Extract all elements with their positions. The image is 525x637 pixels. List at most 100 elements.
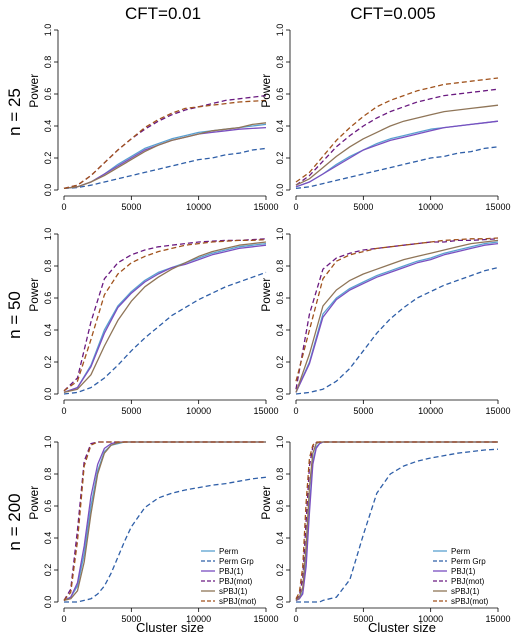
- series-line-pbj-1: [295, 242, 499, 393]
- y-tick-label: 0.4: [43, 324, 53, 337]
- y-tick-label: 0.8: [43, 260, 53, 273]
- series-line-pbj-mot: [63, 238, 267, 392]
- series-line-perm-grp: [295, 146, 499, 190]
- y-tick-label: 0.2: [275, 356, 285, 369]
- x-tick-label: 10000: [186, 614, 211, 624]
- y-tick-label: 0.0: [275, 184, 285, 197]
- x-tick-label: 0: [293, 614, 298, 624]
- series-line-pbj-mot: [295, 238, 499, 390]
- x-axis-title: Cluster size: [368, 620, 436, 635]
- series-line-spbj-1: [295, 104, 499, 186]
- series-line-pbj-mot: [63, 94, 267, 190]
- x-tick-label: 15000: [253, 202, 278, 212]
- y-tick-label: 1.0: [275, 436, 285, 449]
- legend-label-perm: Perm: [451, 547, 470, 556]
- x-tick-label: 15000: [485, 614, 510, 624]
- series-line-pbj-1: [295, 120, 499, 188]
- x-tick-label: 0: [61, 614, 66, 624]
- x-tick-label: 10000: [418, 406, 443, 416]
- panels: 0.00.20.40.60.81.00 5000 10000 15000Power0.…: [27, 24, 511, 635]
- series-line-perm: [63, 123, 267, 190]
- x-tick-label: 10000: [418, 614, 443, 624]
- legend-label-spbj-mot: sPBJ(mot): [219, 597, 257, 606]
- series-line-spbj-mot: [63, 99, 267, 190]
- x-tick-label: 0: [293, 406, 298, 416]
- series-line-pbj-1: [63, 244, 267, 394]
- legend-label-spbj-mot: sPBJ(mot): [451, 597, 489, 606]
- y-tick-label: 0.4: [275, 324, 285, 337]
- y-tick-label: 0.4: [43, 120, 53, 133]
- y-tick-label: 0.6: [43, 292, 53, 305]
- x-tick-label: 10000: [186, 406, 211, 416]
- x-tick-label: 15000: [485, 202, 510, 212]
- legend-label-pbj-1: PBJ(1): [219, 567, 244, 576]
- legend-label-spbj-1: sPBJ(1): [451, 587, 480, 596]
- x-tick-label: 5000: [121, 202, 141, 212]
- panel-3-1: 0.0 0.2 0.4 0.6 0.8 1.0 0 5000 10000 15000 Power Cl…: [27, 436, 279, 635]
- y-tick-label: 0.2: [275, 564, 285, 577]
- y-axis-title: Power: [27, 74, 41, 108]
- x-tick-label: 5000: [121, 406, 141, 416]
- legend-label-pbj-mot: PBJ(mot): [219, 577, 253, 586]
- legend-label-pbj-mot: PBJ(mot): [451, 577, 485, 586]
- y-tick-label: 0.0: [43, 596, 53, 609]
- x-axis-title: Cluster size: [136, 620, 204, 635]
- series-line-perm: [295, 241, 499, 393]
- y-tick-label: 0.6: [43, 88, 53, 101]
- series-line-spbj-1: [295, 239, 499, 393]
- series-line-spbj-mot: [295, 237, 499, 382]
- y-tick-label: 0.6: [275, 88, 285, 101]
- x-tick-label: 5000: [353, 406, 373, 416]
- y-tick-label: 0.8: [43, 56, 53, 69]
- y-tick-label: 0.2: [275, 152, 285, 165]
- y-tick-label: 0.8: [43, 468, 53, 481]
- series-line-perm: [295, 120, 499, 188]
- y-tick-label: 1.0: [43, 24, 53, 37]
- y-tick-label: 1.0: [43, 436, 53, 449]
- panel-1-1: 0.0 0.2 0.4 0.6 0.8 1.0 0 5000 10000 15000 Power: [27, 24, 279, 212]
- series-line-perm-grp: [295, 266, 499, 395]
- x-tick-label: 5000: [353, 614, 373, 624]
- y-tick-label: 0.8: [275, 260, 285, 273]
- y-tick-label: 0.6: [275, 292, 285, 305]
- y-tick-label: 0.4: [275, 532, 285, 545]
- y-axis-title: Power: [259, 74, 273, 108]
- panel-1-2: 0.0 0.2 0.4 0.6 0.8 1.0 0 5000 10000 15000 Power: [259, 24, 511, 212]
- column-title-cft-001: CFT=0.01: [125, 4, 201, 23]
- y-tick-label: 0.4: [275, 120, 285, 133]
- legend-label-spbj-1: sPBJ(1): [219, 587, 248, 596]
- legend-label-perm-grp: Perm Grp: [219, 557, 254, 566]
- panel-2-2: 0.0 0.2 0.4 0.6 0.8 1.0 0 5000 10000 15000 Power: [259, 228, 511, 416]
- y-tick-label: 1.0: [43, 228, 53, 241]
- series-line-spbj-1: [63, 122, 267, 190]
- x-tick-label: 15000: [253, 614, 278, 624]
- y-axis-title: Power: [27, 486, 41, 520]
- series-line-perm-grp: [63, 271, 267, 395]
- x-tick-label: 10000: [418, 202, 443, 212]
- y-tick-label: 0.2: [43, 564, 53, 577]
- series-line-perm-grp: [296, 448, 499, 603]
- y-tick-label: 0.8: [275, 468, 285, 481]
- y-axis-title: Power: [259, 278, 273, 312]
- y-tick-label: 0.0: [43, 388, 53, 401]
- x-tick-label: 0: [61, 202, 66, 212]
- legend-label-perm: Perm: [219, 547, 238, 556]
- series-line-spbj-mot: [295, 441, 498, 600]
- row-label-n200: n = 200: [5, 493, 24, 550]
- y-tick-label: 0.0: [43, 184, 53, 197]
- row-label-n50: n = 50: [5, 291, 24, 339]
- series-line-spbj-mot: [63, 441, 266, 601]
- panel-3-2: 0.0 0.2 0.4 0.6 0.8 1.0 0 5000 10000 15000 Power Cl…: [259, 436, 511, 635]
- legend-label-perm-grp: Perm Grp: [451, 557, 486, 566]
- x-tick-label: 0: [293, 202, 298, 212]
- y-tick-label: 0.0: [275, 596, 285, 609]
- x-tick-label: 15000: [485, 406, 510, 416]
- x-tick-label: 0: [61, 406, 66, 416]
- y-tick-label: 0.2: [43, 356, 53, 369]
- y-tick-label: 0.8: [275, 56, 285, 69]
- legend-label-pbj-1: PBJ(1): [451, 567, 476, 576]
- y-tick-label: 0.4: [43, 532, 53, 545]
- y-axis-title: Power: [259, 486, 273, 520]
